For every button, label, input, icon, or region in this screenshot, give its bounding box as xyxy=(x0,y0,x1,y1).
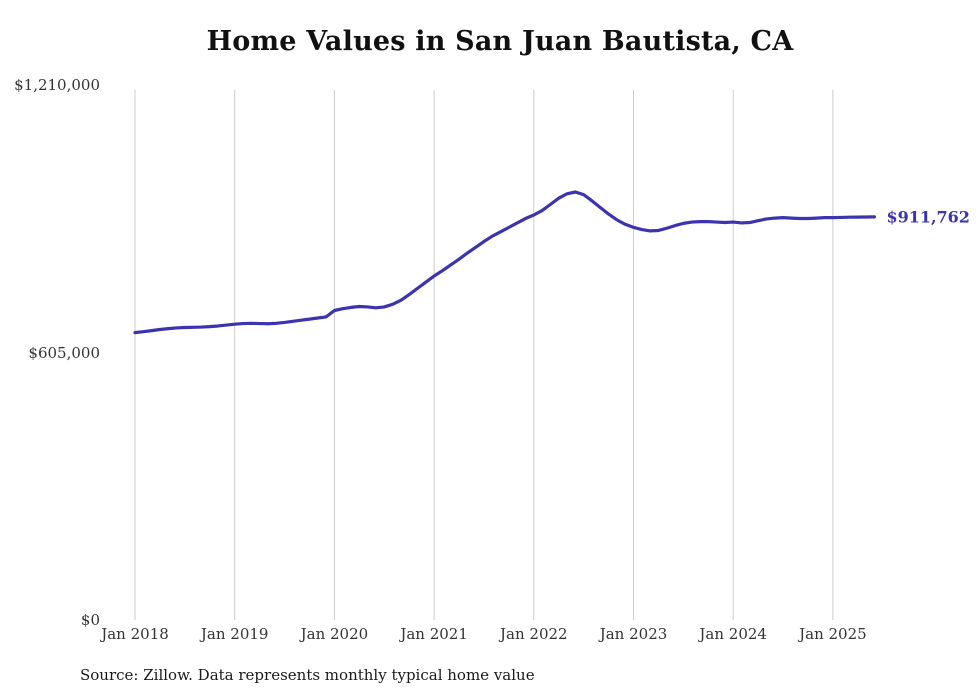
x-axis-tick-label: Jan 2022 xyxy=(500,625,568,643)
y-axis-tick-label: $605,000 xyxy=(28,343,100,362)
final-value-label: $911,762 xyxy=(886,207,970,227)
y-axis-tick-label: $1,210,000 xyxy=(14,76,100,94)
source-note: Source: Zillow. Data represents monthly … xyxy=(80,666,535,684)
home-value-line xyxy=(133,190,877,335)
x-axis-tick-label: Jan 2024 xyxy=(699,625,767,643)
chart-title: Home Values in San Juan Bautista, CA xyxy=(206,26,794,57)
x-axis-tick-label: Jan 2019 xyxy=(200,625,269,643)
x-axis-tick-label: Jan 2025 xyxy=(799,625,867,643)
x-axis-tick-label: Jan 2020 xyxy=(300,625,369,643)
y-axis-tick-label: $0 xyxy=(80,611,100,629)
x-axis-tick-label: Jan 2023 xyxy=(599,625,668,643)
x-axis-tick-label: Jan 2018 xyxy=(101,625,169,643)
x-axis-tick-label: Jan 2021 xyxy=(400,625,468,643)
